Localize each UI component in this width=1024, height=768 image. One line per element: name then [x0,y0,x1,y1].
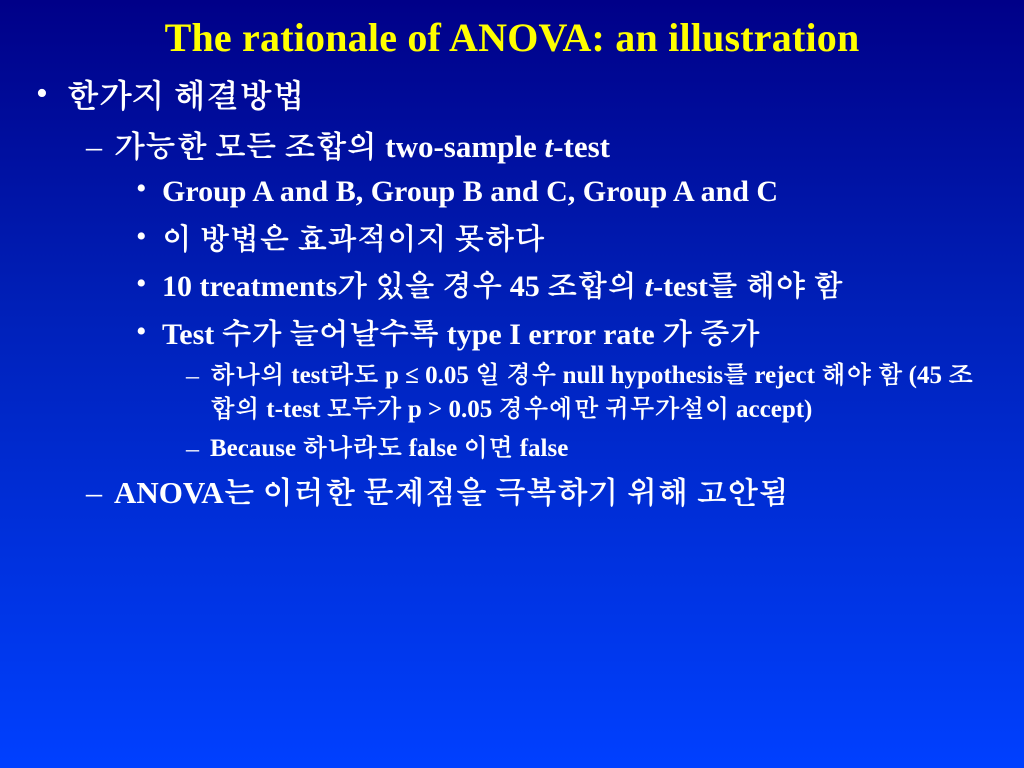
bullet-text: 하나의 test라도 p ≤ 0.05 일 경우 null hypothesis… [210,362,973,424]
bullet-text: 10 treatments가 있을 경우 45 조합의 t-test를 해야 함 [162,270,843,303]
bullet-level-4-list: 하나의 test라도 p ≤ 0.05 일 경우 null hypothesis… [162,359,994,467]
bullet-text: Because 하나라도 false 이면 false [210,435,568,462]
list-item: Group A and B, Group B and C, Group A an… [114,171,994,212]
list-item: 한가지 해결방법 가능한 모든 조합의 two-sample t-test Gr… [30,75,994,514]
bullet-text: 이 방법은 효과적이지 못하다 [162,223,545,256]
list-item: 하나의 test라도 p ≤ 0.05 일 경우 null hypothesis… [162,359,994,428]
list-item: ANOVA는 이러한 문제점을 극복하기 위해 고안됨 [66,472,994,514]
bullet-text: Test 수가 늘어날수록 type I error rate 가 증가 [162,318,760,351]
slide-title: The rationale of ANOVA: an illustration [30,14,994,61]
list-item: 10 treatments가 있을 경우 45 조합의 t-test를 해야 함 [114,266,994,307]
bullet-text: ANOVA는 이러한 문제점을 극복하기 위해 고안됨 [114,475,789,510]
bullet-text: 가능한 모든 조합의 two-sample t-test [114,129,610,164]
list-item: 가능한 모든 조합의 two-sample t-test Group A and… [66,126,994,467]
bullet-text: 한가지 해결방법 [66,79,305,115]
bullet-level-1-list: 한가지 해결방법 가능한 모든 조합의 two-sample t-test Gr… [30,75,994,514]
list-item: Test 수가 늘어날수록 type I error rate 가 증가 하나의… [114,314,994,467]
bullet-text: Group A and B, Group B and C, Group A an… [162,175,778,208]
list-item: 이 방법은 효과적이지 못하다 [114,219,994,260]
bullet-level-2-list: 가능한 모든 조합의 two-sample t-test Group A and… [66,126,994,515]
list-item: Because 하나라도 false 이면 false [162,432,994,467]
bullet-level-3-list: Group A and B, Group B and C, Group A an… [114,171,994,466]
